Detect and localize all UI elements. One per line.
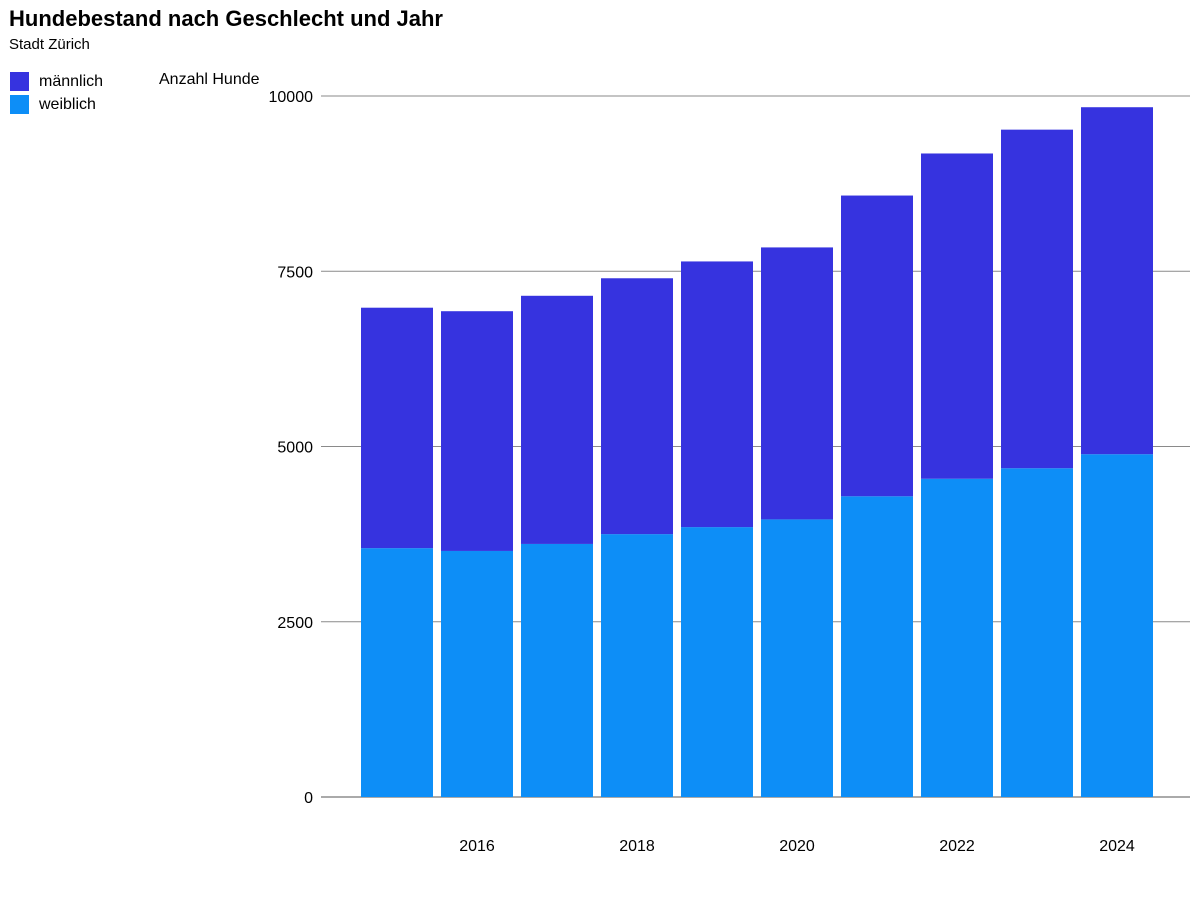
bar-weiblich-2023 [1001, 468, 1073, 797]
bar-weiblich-2024 [1081, 454, 1153, 797]
legend-swatch-weiblich [10, 95, 29, 114]
bar-weiblich-2017 [521, 543, 593, 797]
bar-weiblich-2019 [681, 527, 753, 797]
x-tick-labels: 2016 2018 2020 2022 2024 [459, 838, 1135, 855]
bar-maennlich-2019 [681, 261, 753, 528]
y-axis-label: Anzahl Hunde [159, 71, 260, 88]
legend-swatch-maennlich [10, 72, 29, 91]
legend-item-weiblich: weiblich [10, 93, 103, 116]
bars [361, 107, 1153, 797]
bar-weiblich-2018 [601, 534, 673, 797]
bar-maennlich-2021 [841, 195, 913, 497]
y-tick-label: 0 [304, 790, 313, 807]
bar-weiblich-2022 [921, 478, 993, 797]
bar-maennlich-2018 [601, 278, 673, 535]
y-tick-label: 7500 [277, 264, 313, 281]
bar-weiblich-2020 [761, 519, 833, 797]
bar-maennlich-2023 [1001, 129, 1073, 469]
legend-label-weiblich: weiblich [39, 95, 96, 113]
bar-weiblich-2016 [441, 550, 513, 797]
y-tick-label: 10000 [269, 89, 314, 106]
legend-label-maennlich: männlich [39, 72, 104, 90]
bar-maennlich-2016 [441, 311, 513, 551]
y-tick-label: 5000 [277, 440, 313, 457]
x-tick-label: 2016 [459, 838, 495, 855]
bar-weiblich-2015 [361, 548, 433, 797]
bar-weiblich-2021 [841, 496, 913, 797]
bar-maennlich-2020 [761, 247, 833, 520]
bar-maennlich-2024 [1081, 107, 1153, 455]
x-tick-label: 2020 [779, 838, 815, 855]
bar-maennlich-2015 [361, 307, 433, 549]
x-tick-label: 2024 [1099, 838, 1135, 855]
x-tick-label: 2018 [619, 838, 655, 855]
y-tick-labels: 0 2500 5000 7500 10000 [269, 89, 314, 807]
legend-item-maennlich: männlich [10, 70, 103, 93]
bar-maennlich-2017 [521, 295, 593, 544]
x-tick-label: 2022 [939, 838, 975, 855]
legend: männlich weiblich [10, 70, 103, 116]
chart-subtitle: Stadt Zürich [9, 36, 90, 53]
bar-maennlich-2022 [921, 153, 993, 479]
chart-title: Hundebestand nach Geschlecht und Jahr [9, 6, 443, 31]
y-tick-label: 2500 [277, 615, 313, 632]
